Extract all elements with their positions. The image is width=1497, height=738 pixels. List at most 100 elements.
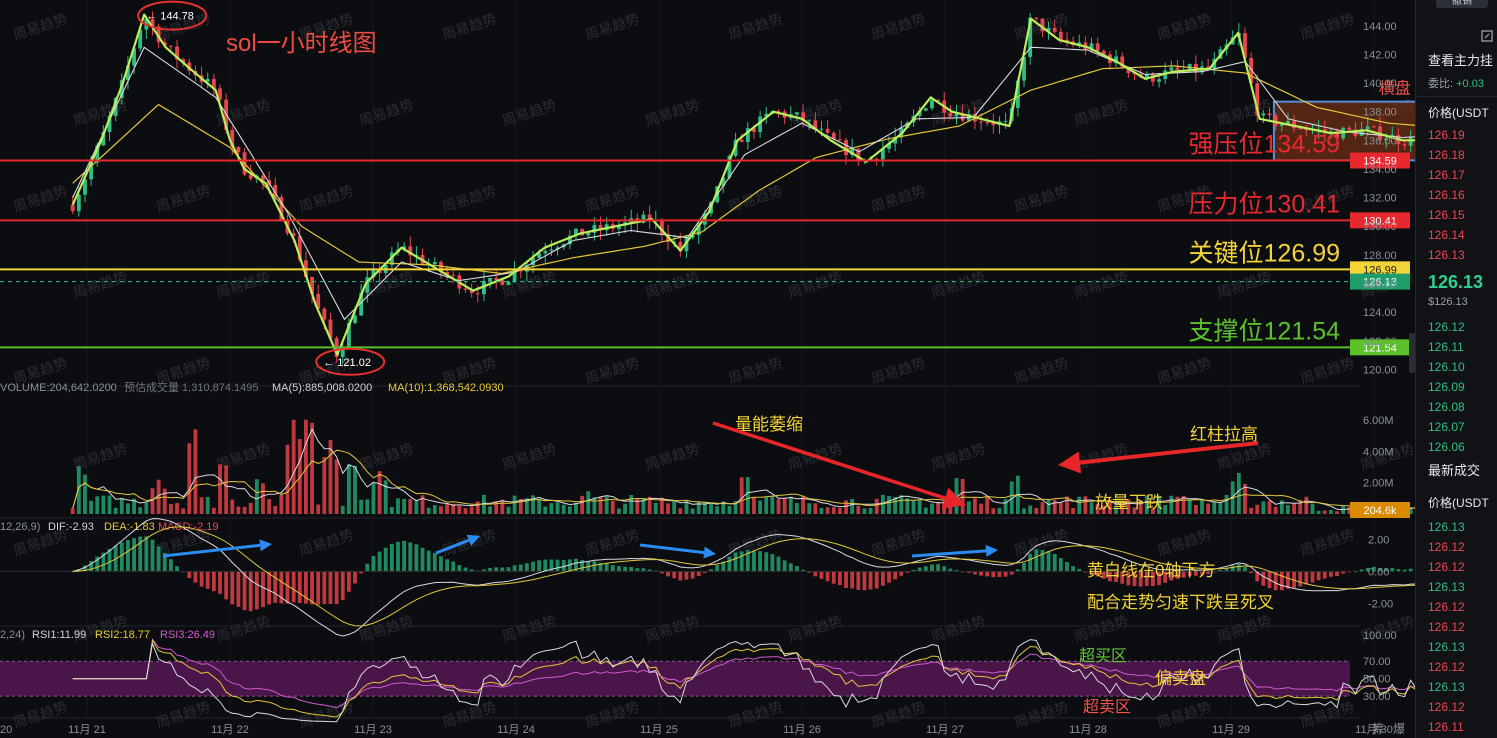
macd-histogram-bar — [598, 562, 603, 572]
macd-histogram-bar — [383, 547, 388, 572]
ask-price[interactable]: 126.16 — [1428, 188, 1465, 202]
volume-bar — [635, 499, 640, 514]
candle-body — [230, 129, 235, 148]
bid-price[interactable]: 126.11 — [1428, 340, 1464, 354]
rsi2-value: RSI2:18.77 — [95, 629, 150, 641]
candle-body — [469, 289, 474, 294]
ask-price[interactable]: 126.18 — [1428, 148, 1465, 162]
sol-hourly-chart[interactable]: 周易趋势 周易趋势 周易趋势 周易趋势 周易趋势 周易趋势 周易趋势 周易趋势 周易趋势周易趋势… — [0, 0, 1415, 738]
candle-body — [273, 185, 278, 198]
level-price-tag-text: 126.99 — [1363, 264, 1397, 276]
time-tick-label: 11月 30 — [1355, 724, 1393, 736]
volume-bar — [1286, 505, 1290, 514]
price-tick-label: 140.00 — [1363, 78, 1397, 90]
ask-price[interactable]: 126.19 — [1428, 128, 1465, 142]
macd-histogram-bar — [1243, 567, 1247, 572]
volume-bar — [469, 506, 474, 514]
volume-bar — [831, 507, 836, 514]
volume-bar — [880, 494, 885, 514]
trade-price[interactable]: 126.13 — [1428, 640, 1465, 654]
volume-bar — [524, 498, 529, 514]
volume-bar — [586, 491, 591, 514]
volume-bar — [340, 505, 345, 514]
macd-histogram-bar — [1095, 571, 1100, 577]
macd-tick-label: 2.00 — [1368, 534, 1389, 546]
macd-histogram-bar — [1175, 571, 1180, 579]
rsi-pane: 2,24) RSI1:11.99 RSI2:18.77 RSI3:26.49 — [0, 629, 1415, 723]
candle-body — [1261, 113, 1266, 116]
bid-price[interactable]: 126.12 — [1428, 320, 1465, 334]
candle-body — [831, 132, 836, 140]
volume-bar — [1206, 503, 1211, 514]
trade-price[interactable]: 126.13 — [1428, 580, 1465, 594]
volume-bar — [1169, 495, 1174, 514]
recent-trades-title[interactable]: 最新成交 — [1428, 463, 1481, 478]
macd-histogram-bar — [304, 571, 308, 604]
bid-price[interactable]: 126.08 — [1428, 400, 1465, 414]
macd-params: 12,26,9) — [0, 521, 40, 533]
volume-pane: VOLUME:204,642.0200 预估成交量 1,310,874.1495 M… — [0, 380, 1415, 514]
candle-body — [132, 48, 136, 66]
trade-price[interactable]: 126.12 — [1428, 660, 1465, 674]
trade-price[interactable]: 126.12 — [1428, 540, 1465, 554]
macd-histogram-bar — [297, 571, 302, 603]
trade-price[interactable]: 126.13 — [1428, 520, 1465, 534]
macd-histogram-bar — [1390, 568, 1395, 572]
bid-price[interactable]: 126.07 — [1428, 420, 1465, 434]
macd-histogram-bar — [279, 571, 284, 604]
macd-histogram-bar — [346, 571, 351, 592]
trade-price[interactable]: 126.11 — [1428, 720, 1464, 734]
candle-body — [181, 59, 186, 63]
trade-price[interactable]: 126.12 — [1428, 600, 1465, 614]
candle-body — [1077, 42, 1082, 46]
candle-body — [807, 120, 812, 122]
macd-blue-arrow-1-head — [259, 539, 272, 552]
trade-price[interactable]: 126.12 — [1428, 620, 1465, 634]
macd-histogram-bar — [721, 561, 726, 572]
volume-bar — [715, 506, 720, 514]
macd-histogram-bar — [1187, 571, 1192, 576]
bid-price[interactable]: 126.10 — [1428, 360, 1465, 374]
macd-histogram-bar — [1009, 571, 1014, 575]
ask-price[interactable]: 126.15 — [1428, 208, 1465, 222]
macd-histogram-bar — [138, 536, 143, 572]
volume-bar — [690, 508, 695, 514]
ask-price[interactable]: 126.17 — [1428, 168, 1465, 182]
bid-price[interactable]: 126.09 — [1428, 380, 1465, 394]
macd-value: MACD:-2.19 — [158, 521, 219, 533]
macd-histogram-bar — [537, 560, 542, 572]
macd-histogram-bar — [1328, 571, 1333, 577]
trade-price[interactable]: 126.13 — [1428, 680, 1465, 694]
candle-body — [506, 281, 511, 285]
trade-price[interactable]: 126.12 — [1428, 560, 1465, 574]
candle-body — [923, 108, 928, 111]
price-tick-label: 136.00 — [1363, 135, 1397, 147]
macd-histogram-bar — [445, 559, 449, 572]
bid-price[interactable]: 126.06 — [1428, 440, 1465, 454]
volume-bar — [647, 496, 652, 514]
order-book-title[interactable]: 查看主力挂 — [1428, 53, 1494, 68]
chip-icon: 筹 — [1372, 722, 1384, 736]
ask-price[interactable]: 126.13 — [1428, 248, 1465, 262]
macd-histogram-bar — [997, 571, 1002, 577]
trade-price[interactable]: 126.12 — [1428, 700, 1465, 714]
edit-icon[interactable] — [1481, 30, 1493, 42]
high-marker: ← 144.78 — [146, 11, 194, 23]
volume-bar — [224, 465, 229, 514]
candle-body — [1402, 144, 1407, 146]
candle-body — [95, 145, 100, 163]
ask-price[interactable]: 126.14 — [1428, 228, 1465, 242]
macd-histogram-bar — [868, 571, 873, 590]
cancel-button[interactable]: 撤销 — [1436, 0, 1488, 8]
time-tick-label: 11月 22 — [211, 724, 249, 736]
candle-body — [451, 274, 456, 276]
axes: 134.59 130.41 126.99 121.54 126.13 144.00 142.… — [0, 21, 1415, 736]
candle-body — [985, 122, 990, 124]
volume-bar — [488, 506, 492, 514]
macd-histogram-bar — [89, 561, 94, 572]
shrink-arrow-shaft — [712, 421, 946, 500]
candle-body — [1065, 39, 1069, 42]
candle-body — [917, 110, 922, 116]
candle-body — [168, 45, 173, 47]
candle-body — [1292, 120, 1296, 129]
